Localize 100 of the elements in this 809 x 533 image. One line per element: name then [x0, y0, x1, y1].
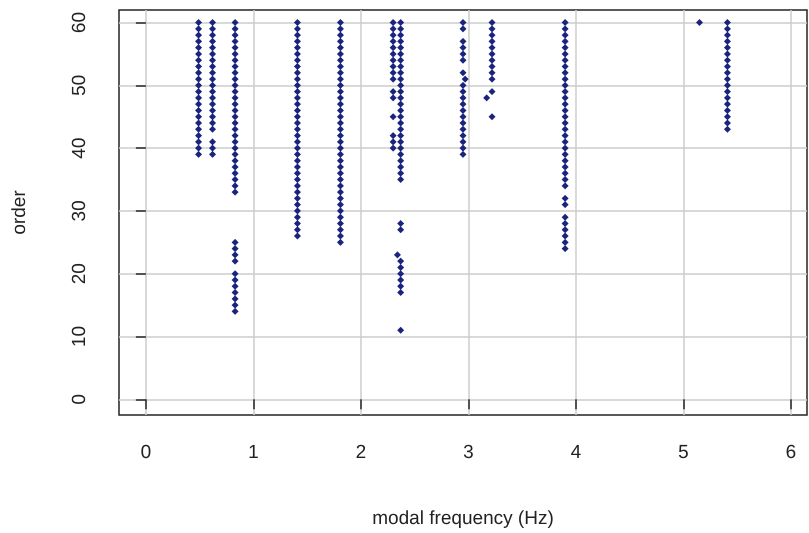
- point: [724, 120, 731, 127]
- point: [232, 163, 239, 170]
- point: [460, 138, 466, 146]
- point: [195, 94, 202, 102]
- point: [195, 50, 202, 58]
- point: [336, 220, 344, 227]
- point: [562, 157, 569, 164]
- point: [209, 19, 216, 26]
- point: [232, 289, 239, 296]
- point: [294, 144, 301, 152]
- point: [460, 106, 466, 114]
- point: [294, 201, 301, 208]
- y-tick-label: 20: [69, 263, 90, 284]
- y-tick-label: 50: [69, 74, 90, 96]
- point: [562, 76, 569, 83]
- x-tick-label: 2: [356, 442, 366, 463]
- point: [209, 120, 216, 127]
- point: [488, 50, 496, 58]
- point: [294, 76, 301, 83]
- point: [209, 25, 216, 32]
- point: [397, 170, 404, 177]
- point: [390, 50, 397, 58]
- point: [294, 176, 301, 184]
- point: [397, 88, 404, 96]
- point: [336, 50, 344, 58]
- point: [460, 94, 466, 102]
- point: [562, 56, 569, 64]
- point: [336, 69, 344, 76]
- point: [724, 76, 731, 83]
- point: [336, 94, 344, 102]
- point: [336, 132, 344, 140]
- point: [390, 63, 397, 70]
- point: [294, 106, 301, 114]
- point: [232, 120, 239, 127]
- point: [562, 182, 569, 190]
- point: [336, 214, 344, 221]
- point: [232, 238, 239, 246]
- point: [232, 132, 239, 140]
- point: [294, 126, 301, 133]
- point: [195, 69, 202, 76]
- point: [488, 88, 496, 96]
- point: [294, 38, 301, 45]
- point: [232, 150, 239, 158]
- point: [209, 88, 216, 96]
- point: [724, 63, 731, 70]
- point: [209, 113, 216, 120]
- x-axis-title: modal frequency (Hz): [372, 508, 554, 529]
- point: [195, 44, 202, 52]
- point: [397, 226, 404, 234]
- point: [397, 326, 404, 334]
- point: [336, 226, 344, 234]
- point: [562, 132, 569, 140]
- point: [390, 94, 397, 102]
- point: [397, 106, 404, 114]
- point: [232, 282, 239, 290]
- point: [397, 150, 404, 158]
- point: [209, 56, 216, 64]
- point: [294, 69, 301, 76]
- point: [562, 144, 569, 152]
- point: [562, 150, 569, 158]
- point: [232, 270, 239, 278]
- point: [460, 113, 466, 120]
- point: [336, 157, 344, 164]
- point: [294, 32, 301, 39]
- point: [336, 150, 344, 158]
- point: [562, 63, 569, 70]
- point: [724, 126, 731, 133]
- point: [488, 69, 496, 76]
- point: [232, 82, 239, 89]
- point: [232, 302, 239, 309]
- point: [390, 32, 397, 39]
- x-tick-label: 4: [570, 442, 582, 463]
- point: [232, 258, 239, 265]
- point: [209, 138, 216, 146]
- y-tick-label: 60: [69, 12, 90, 34]
- point: [562, 44, 569, 52]
- point: [397, 157, 404, 164]
- point: [336, 232, 344, 240]
- point: [336, 182, 344, 190]
- point: [483, 94, 490, 102]
- point: [294, 19, 301, 26]
- point: [397, 176, 404, 184]
- point: [390, 19, 397, 26]
- point: [562, 163, 569, 170]
- point: [195, 88, 202, 96]
- point: [195, 120, 202, 127]
- point: [209, 63, 216, 70]
- point: [294, 170, 301, 177]
- point: [397, 220, 404, 227]
- point: [195, 56, 202, 64]
- point: [209, 32, 216, 39]
- point: [460, 126, 466, 133]
- point: [397, 120, 404, 127]
- point: [232, 245, 239, 252]
- point: [488, 38, 496, 45]
- point: [294, 194, 301, 202]
- point: [209, 44, 216, 52]
- point: [397, 113, 404, 120]
- point: [195, 25, 202, 32]
- point: [232, 138, 239, 146]
